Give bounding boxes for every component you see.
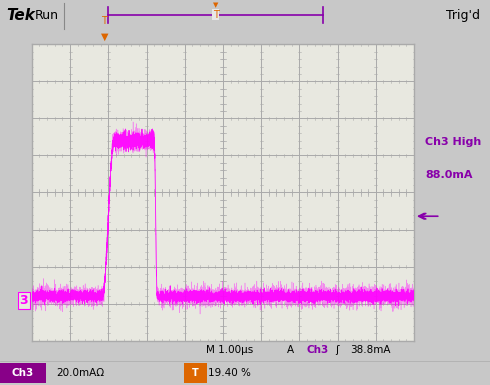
Text: M 1.00μs: M 1.00μs [206, 345, 253, 355]
Text: T: T [101, 17, 107, 27]
Text: Ch3: Ch3 [306, 345, 328, 355]
Text: ▼: ▼ [213, 3, 218, 8]
Text: T: T [192, 368, 199, 378]
Text: 38.8mA: 38.8mA [350, 345, 391, 355]
Text: T: T [213, 10, 219, 20]
Text: 3: 3 [20, 294, 28, 307]
FancyBboxPatch shape [184, 363, 207, 383]
Text: 19.40 %: 19.40 % [208, 368, 251, 378]
Text: Tek: Tek [6, 8, 35, 23]
Text: ▼: ▼ [101, 31, 108, 41]
Text: 88.0mA: 88.0mA [425, 170, 473, 180]
Text: ʃ: ʃ [336, 345, 339, 355]
Text: 20.0mAΩ: 20.0mAΩ [56, 368, 104, 378]
Text: Ch3: Ch3 [11, 368, 34, 378]
Text: Ch3 High: Ch3 High [425, 137, 482, 147]
Text: Trig'd: Trig'd [446, 9, 480, 22]
Text: Run: Run [34, 9, 58, 22]
FancyBboxPatch shape [0, 363, 46, 383]
Text: A: A [287, 345, 294, 355]
